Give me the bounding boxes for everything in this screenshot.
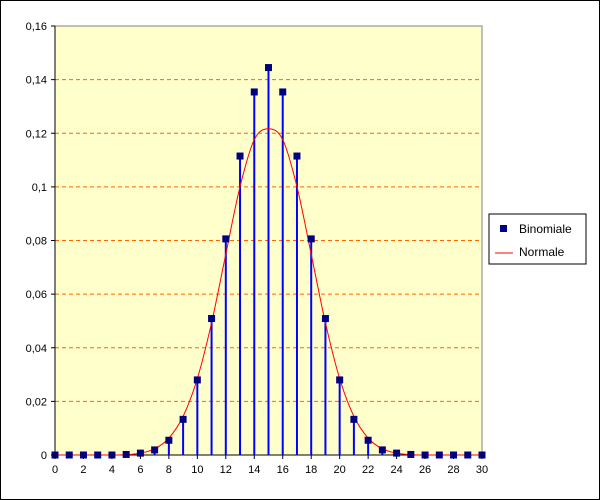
binomiale-point-20 [336,376,344,384]
x-tick-label-10: 20 [334,464,346,476]
y-tick-label-2: 0,04 [26,343,47,355]
binomiale-point-15 [265,64,272,72]
binomiale-point-3 [94,451,102,459]
y-tick-label-0: 0 [41,450,47,462]
legend: Binomiale Normale [488,213,587,265]
y-axis-ticks: 0 0,02 0,04 0,06 0,08 0,1 0,12 0,14 0,16 [26,21,55,462]
binomiale-point-7 [151,446,159,454]
x-tick-label-11: 22 [362,464,374,476]
binomiale-point-6 [136,449,144,457]
y-tick-label-7: 0,14 [26,75,47,87]
binomiale-point-13 [236,152,244,160]
binomiale-point-17 [293,152,301,160]
x-tick-label-3: 6 [137,464,143,476]
binomiale-point-8 [165,436,173,444]
binomiale-point-14 [250,88,258,96]
binomiale-point-12 [222,235,230,243]
x-tick-label-1: 2 [80,464,86,476]
x-tick-label-14: 28 [447,464,459,476]
binomiale-point-10 [193,376,201,384]
x-tick-label-8: 16 [277,464,289,476]
binomiale-point-19 [321,315,329,323]
binomiale-point-27 [435,451,443,459]
x-tick-label-7: 14 [248,464,260,476]
binomiale-point-24 [393,449,401,457]
binomiale-point-21 [350,415,358,423]
legend-box [488,213,587,265]
binomiale-point-25 [407,450,415,458]
x-tick-label-4: 8 [166,464,172,476]
binomiale-point-29 [464,451,472,459]
x-tick-label-0: 0 [52,464,58,476]
y-tick-label-8: 0,16 [26,21,47,33]
legend-label-normale: Normale [519,245,565,259]
legend-marker-binomiale [500,225,507,232]
y-tick-label-5: 0,1 [32,182,47,194]
binomiale-point-23 [378,446,386,454]
x-axis-ticks: 0 2 4 6 8 10 12 14 16 18 20 22 24 26 28 30 [52,455,488,476]
binomiale-point-18 [307,235,315,243]
x-tick-label-13: 26 [419,464,431,476]
binomiale-point-1 [65,451,73,459]
binomiale-drop-lines [125,67,412,455]
x-tick-label-2: 4 [109,464,115,476]
binomiale-point-5 [122,450,130,458]
y-tick-label-3: 0,06 [26,289,47,301]
x-tick-label-5: 10 [191,464,203,476]
y-tick-label-4: 0,08 [26,236,47,248]
x-tick-label-15: 30 [476,464,488,476]
binomiale-point-9 [179,415,187,423]
x-tick-label-12: 24 [390,464,402,476]
x-tick-label-6: 12 [220,464,232,476]
legend-label-binomiale: Binomiale [519,222,572,236]
y-tick-label-6: 0,12 [26,128,47,140]
x-tick-label-9: 18 [305,464,317,476]
binomiale-point-11 [208,315,216,323]
y-tick-label-1: 0,02 [26,396,47,408]
binomiale-point-16 [279,88,287,96]
binomiale-point-22 [364,436,372,444]
